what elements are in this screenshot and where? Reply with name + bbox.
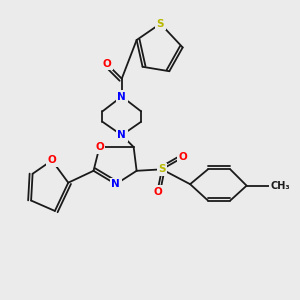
Text: O: O	[95, 142, 104, 152]
Text: O: O	[103, 59, 111, 69]
Text: O: O	[178, 152, 187, 162]
Text: O: O	[47, 155, 56, 165]
Text: S: S	[158, 164, 166, 174]
Text: N: N	[117, 92, 126, 101]
Text: N: N	[117, 130, 126, 140]
Text: N: N	[111, 179, 120, 189]
Text: S: S	[157, 19, 164, 29]
Text: O: O	[153, 187, 162, 196]
Text: CH₃: CH₃	[270, 181, 290, 191]
